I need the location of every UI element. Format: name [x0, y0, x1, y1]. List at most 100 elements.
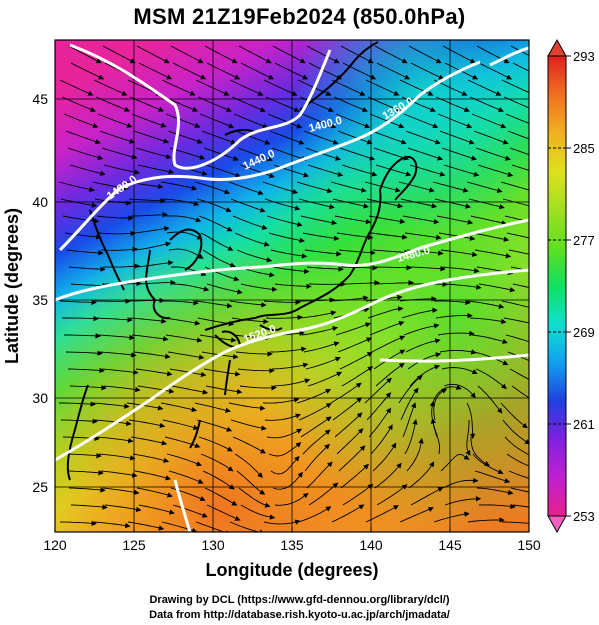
- colorbar-label: 277: [573, 233, 595, 248]
- streamline: [467, 517, 505, 523]
- streamline: [97, 113, 133, 128]
- streamline: [405, 338, 441, 353]
- colorbar-label: 261: [573, 417, 595, 432]
- streamline: [232, 436, 266, 454]
- streamline: [133, 351, 171, 360]
- streamline: [62, 315, 99, 322]
- streamline: [234, 453, 263, 478]
- streamline: [172, 62, 207, 80]
- streamline: [404, 232, 442, 241]
- streamline: [509, 368, 529, 381]
- streamline: [506, 453, 529, 467]
- streamline: [136, 45, 170, 64]
- x-tick-label: 135: [280, 537, 304, 553]
- streamline: [170, 45, 204, 64]
- streamline: [128, 419, 166, 429]
- streamline: [398, 181, 435, 193]
- streamline: [511, 164, 529, 171]
- streamline: [167, 130, 203, 144]
- y-tick-label: 40: [32, 194, 48, 210]
- streamline: [371, 335, 406, 353]
- streamline: [466, 402, 476, 440]
- streamline: [65, 130, 101, 145]
- streamline: [172, 504, 208, 518]
- streamline: [263, 519, 301, 525]
- streamline: [501, 300, 529, 308]
- streamline: [434, 299, 471, 306]
- streamline: [273, 378, 311, 387]
- streamline: [137, 164, 175, 175]
- streamline: [239, 164, 275, 179]
- streamline: [134, 241, 172, 251]
- streamline: [135, 368, 173, 377]
- streamline: [478, 62, 513, 80]
- y-tick-label: 25: [32, 479, 48, 495]
- streamline: [97, 334, 135, 341]
- plot-area: 1400.0 1440.0 1480.0 1360.0 1480.0 1520.…: [55, 40, 529, 532]
- streamline: [432, 181, 469, 193]
- streamline: [67, 367, 105, 374]
- streamline: [162, 198, 200, 207]
- streamline: [331, 504, 365, 523]
- streamline: [332, 198, 369, 209]
- streamline: [168, 470, 204, 484]
- streamline: [306, 461, 333, 489]
- streamline: [96, 215, 134, 221]
- streamline: [336, 428, 364, 455]
- streamline: [132, 225, 170, 234]
- streamline: [401, 96, 436, 113]
- streamline: [403, 323, 440, 336]
- streamline: [500, 402, 528, 429]
- streamline: [230, 198, 266, 213]
- streamline: [172, 283, 210, 292]
- streamline: [400, 198, 438, 209]
- streamline: [337, 337, 373, 353]
- streamline: [471, 113, 507, 129]
- streamline: [102, 487, 140, 495]
- streamline: [262, 181, 299, 195]
- streamline: [274, 283, 312, 290]
- streamline: [101, 147, 138, 160]
- streamline: [374, 264, 412, 271]
- streamline: [195, 300, 233, 309]
- streamline: [368, 215, 406, 224]
- streamline: [444, 283, 482, 290]
- streamline: [375, 164, 412, 177]
- streamline: [401, 307, 438, 319]
- streamline: [508, 470, 529, 479]
- streamline: [194, 181, 231, 195]
- streamline: [95, 96, 131, 112]
- colorbar-min-arrow: [547, 515, 567, 534]
- streamline: [229, 79, 264, 96]
- streamline: [233, 113, 269, 129]
- x-tick-label: 120: [43, 537, 67, 553]
- colorbar-label: 293: [573, 49, 595, 64]
- streamline: [103, 164, 140, 175]
- streamline: [441, 147, 477, 161]
- streamline: [467, 300, 505, 309]
- streamline: [408, 265, 446, 272]
- streamline: [472, 232, 510, 242]
- streamline: [402, 215, 440, 225]
- streamline: [60, 198, 98, 208]
- streamline: [330, 382, 362, 404]
- streamline: [128, 198, 166, 204]
- streamline: [165, 113, 201, 128]
- streamline: [410, 62, 445, 80]
- wind-streamlines: [58, 45, 529, 532]
- streamline: [58, 181, 95, 193]
- streamline: [274, 62, 309, 80]
- colorbar-max-arrow: [547, 38, 567, 57]
- streamline: [270, 249, 308, 259]
- streamline: [303, 341, 340, 353]
- streamline: [406, 437, 424, 472]
- x-ticks: [54, 527, 530, 532]
- streamline: [267, 113, 303, 129]
- streamline: [235, 130, 271, 145]
- y-tick-label: 35: [32, 292, 48, 308]
- streamline: [133, 130, 170, 144]
- streamline: [231, 317, 269, 325]
- streamline: [268, 442, 302, 457]
- streamline: [136, 260, 174, 268]
- streamline: [466, 181, 503, 193]
